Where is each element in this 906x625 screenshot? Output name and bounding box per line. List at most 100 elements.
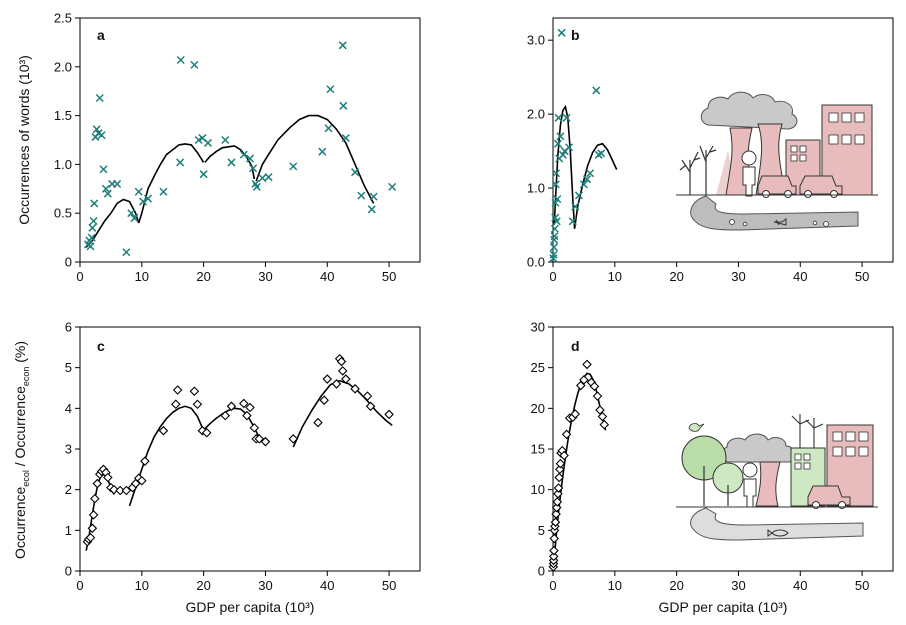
panel-c-point (322, 374, 333, 384)
panel-c-point (242, 410, 252, 421)
bird-icon (688, 423, 705, 432)
panel-a-xtick-label: 0 (76, 269, 83, 284)
window-icon (858, 431, 869, 442)
dead-fish-icon (773, 218, 787, 226)
panel-a-point (338, 41, 347, 50)
panel-a-point (159, 187, 168, 196)
window-icon (845, 446, 856, 457)
window-icon (790, 145, 798, 153)
ylabel-top: Occurrences of words (10³) (16, 55, 32, 225)
panel-b-point (553, 139, 562, 148)
window-icon (858, 446, 869, 457)
panel-d-ytick-label: 15 (531, 442, 545, 457)
panel-b-xtick-label: 10 (608, 269, 622, 284)
panel-a-point (341, 134, 350, 143)
panel-c-frame (79, 326, 421, 572)
wind-turbine-icon-2 (805, 418, 824, 448)
panel-a-point (264, 173, 273, 182)
panel-a-point (339, 101, 348, 110)
panel-a-xtick-label: 50 (382, 269, 396, 284)
panel-a-fit-curve (137, 143, 205, 224)
panel-a-point (369, 192, 378, 201)
panel-a-point (139, 197, 148, 206)
panel-d-point (553, 488, 563, 499)
panel-a-point (95, 94, 104, 103)
window-icon (828, 134, 839, 145)
panel-c-ytick-label: 5 (65, 360, 72, 375)
window-icon (841, 134, 852, 145)
panel-a-point (199, 170, 208, 179)
panel-a-point (122, 248, 131, 257)
panel-a-frame (79, 17, 421, 263)
panel-c-point (319, 395, 329, 405)
panel-c-point (245, 402, 255, 413)
panel-d-xtick-label: 50 (855, 578, 869, 593)
panel-b-point (552, 169, 561, 178)
panel-c-point (85, 532, 96, 543)
panel-a-point (190, 60, 199, 69)
panel-d-point (595, 405, 605, 415)
panel-c-point (115, 485, 125, 496)
car-wheel-icon (784, 190, 792, 198)
panel-c-fit-curve (128, 405, 205, 507)
panel-b-point (553, 195, 562, 204)
panel-c-point (158, 425, 169, 436)
ylabel-bottom-sub1: ecol (21, 470, 31, 487)
window-icon (790, 154, 798, 162)
window-icon (794, 453, 802, 461)
window-icon (845, 431, 856, 442)
panel-a-xtick-label: 20 (196, 269, 210, 284)
panel-d-ytick-label: 0 (538, 564, 545, 579)
panel-b-xtick-label: 30 (731, 269, 745, 284)
panel-c-point (87, 523, 98, 534)
panel-b-point (550, 232, 559, 241)
panel-a-point (113, 179, 122, 188)
bare-tree-icon-2 (699, 145, 717, 195)
panel-d-point (548, 551, 559, 562)
panel-c-point (140, 456, 150, 466)
wind-turbine-icon (791, 414, 810, 448)
person-body-icon (742, 166, 756, 197)
panel-a-ytick-label: 2.0 (54, 59, 72, 74)
panel-b-point (557, 28, 566, 37)
panel-d-ytick-label: 30 (531, 320, 545, 335)
panel-a-xtick-label: 10 (135, 269, 149, 284)
panel-a-point (176, 158, 185, 167)
panel-d-point (554, 472, 564, 483)
panel-a-ytick-label: 0.5 (54, 206, 72, 221)
panel-d-plot: 0 10 20 30 40 50 0 5 10 15 20 25 30 (531, 320, 870, 594)
panel-c-point (201, 427, 212, 438)
ylabel-bottom: Occurrenceecol / Occurrenceecon (%) (12, 341, 31, 559)
panel-d-point (559, 450, 569, 461)
panel-c-ytick-label: 1 (65, 523, 72, 538)
panel-d-point (599, 419, 610, 430)
panel-b: b 0 10 20 30 40 50 0.0 1.0 2.0 3.0 (527, 17, 894, 284)
panel-a-ytick-label: 0 (65, 255, 72, 270)
panel-a-point (249, 164, 258, 173)
panel-c-point (288, 434, 299, 444)
panel-d-point (549, 533, 560, 544)
panel-d-label: d (571, 338, 580, 354)
panel-c-xtick-label: 10 (135, 578, 149, 593)
panel-c-point (171, 399, 181, 410)
panel-a-point (239, 150, 248, 159)
panel-a-fit-curve (85, 198, 140, 248)
xlabel-left: GDP per capita (10³) (186, 599, 315, 615)
panel-c-point (239, 398, 249, 409)
panel-d-point (561, 429, 572, 440)
panel-d-point (570, 409, 581, 419)
waste-dot (729, 219, 735, 225)
panel-b-point (551, 180, 560, 189)
person-head-icon (742, 462, 758, 478)
panel-b-point (554, 113, 563, 122)
panel-c-point (88, 510, 99, 520)
ylabel-bottom-sub2: econ (21, 367, 31, 387)
panel-d-xtick-label: 10 (608, 578, 622, 593)
panel-d: d 0 10 20 30 40 50 0 5 10 15 20 25 30 (531, 320, 894, 594)
ylabel-bottom-sep: / Occurrence (12, 386, 28, 470)
panel-a-ytick-label: 2.5 (54, 11, 72, 26)
panel-a-point (357, 191, 366, 200)
car-wheel-icon (804, 190, 812, 198)
panel-a-ytick-label: 1.5 (54, 108, 72, 123)
panel-a-point (221, 135, 230, 145)
